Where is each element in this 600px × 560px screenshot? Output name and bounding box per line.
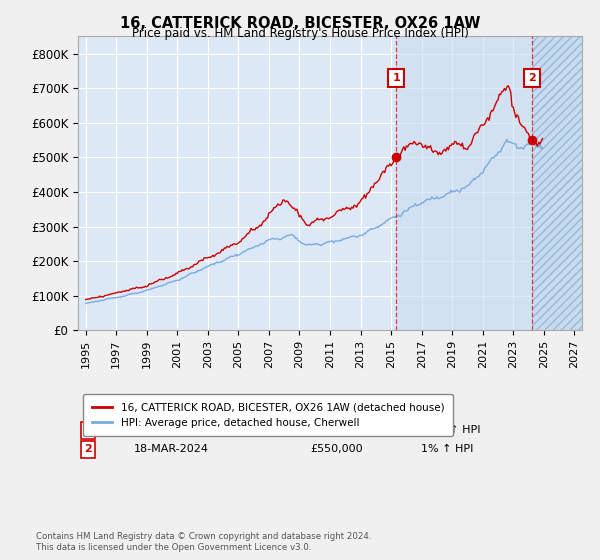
Text: 1% ↑ HPI: 1% ↑ HPI [421,445,473,455]
Bar [396,36,582,330]
Legend: 16, CATTERICK ROAD, BICESTER, OX26 1AW (detached house), HPI: Average price, det: 16, CATTERICK ROAD, BICESTER, OX26 1AW (… [83,394,452,436]
Text: 1: 1 [392,73,400,83]
Text: 17% ↑ HPI: 17% ↑ HPI [421,426,480,435]
Text: £550,000: £550,000 [310,445,362,455]
Text: 2: 2 [528,73,536,83]
Text: 18-MAR-2024: 18-MAR-2024 [133,445,208,455]
Text: Price paid vs. HM Land Registry's House Price Index (HPI): Price paid vs. HM Land Registry's House … [131,27,469,40]
Text: 16, CATTERICK ROAD, BICESTER, OX26 1AW: 16, CATTERICK ROAD, BICESTER, OX26 1AW [120,16,480,31]
Bar [532,36,582,330]
Text: 2: 2 [84,445,92,455]
Text: 30-APR-2015: 30-APR-2015 [133,426,205,435]
Text: £499,995: £499,995 [310,426,363,435]
Text: Contains HM Land Registry data © Crown copyright and database right 2024.
This d: Contains HM Land Registry data © Crown c… [36,532,371,552]
Text: 1: 1 [84,426,92,435]
